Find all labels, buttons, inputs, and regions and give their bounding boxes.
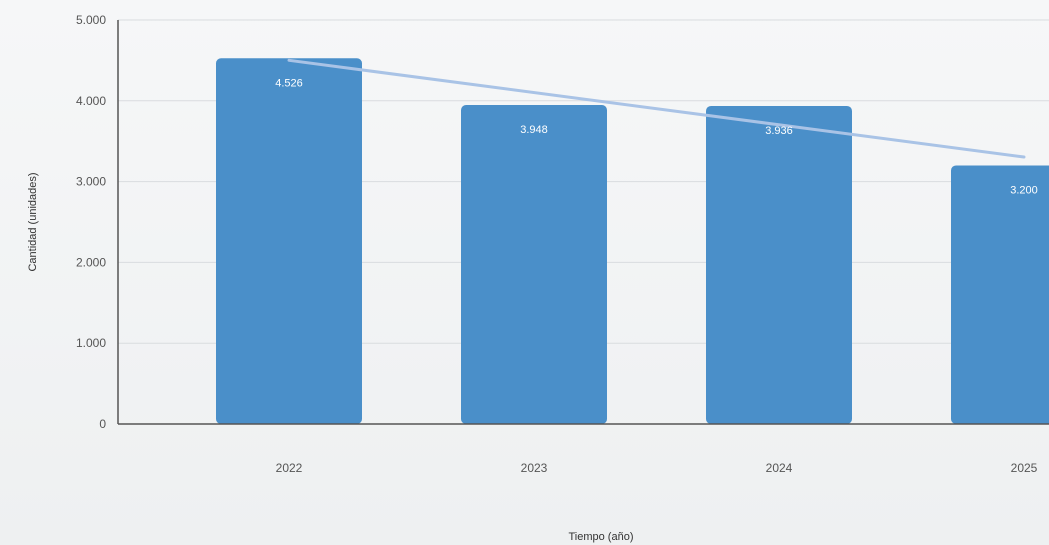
bar-2023	[461, 105, 607, 425]
trendline-group	[287, 58, 1026, 159]
y-tick-label: 0	[99, 417, 106, 431]
bar-2025	[951, 165, 1049, 424]
bar-value-label: 4.526	[275, 77, 303, 89]
y-tick-label: 5.000	[76, 13, 106, 27]
x-tick-label: 2024	[766, 461, 793, 475]
bar-value-label: 3.200	[1010, 184, 1038, 196]
bar-2022	[216, 58, 362, 425]
bars	[216, 58, 1049, 425]
bar-value-label: 3.948	[520, 124, 548, 136]
bar-2024	[706, 105, 852, 425]
y-tick-label: 4.000	[76, 94, 106, 108]
x-tick-label: 2025	[1011, 461, 1038, 475]
x-axis-title: Tiempo (año)	[568, 531, 633, 543]
bar-value-label: 3.936	[765, 125, 793, 137]
bar-value-labels: 4.526 3.948 3.936 3.200	[275, 77, 1038, 196]
y-axis-ticks: 0 1.000 2.000 3.000 4.000 5.000	[76, 13, 106, 431]
y-axis-title: Cantidad (unidades)	[27, 172, 39, 271]
axes	[117, 20, 1049, 425]
trendline	[287, 58, 1026, 159]
x-axis-ticks: 2022 2023 2024 2025	[276, 461, 1038, 475]
y-tick-label: 3.000	[76, 175, 106, 189]
x-tick-label: 2022	[276, 461, 303, 475]
x-tick-label: 2023	[521, 461, 548, 475]
y-tick-label: 2.000	[76, 255, 106, 269]
y-tick-label: 1.000	[76, 336, 106, 350]
